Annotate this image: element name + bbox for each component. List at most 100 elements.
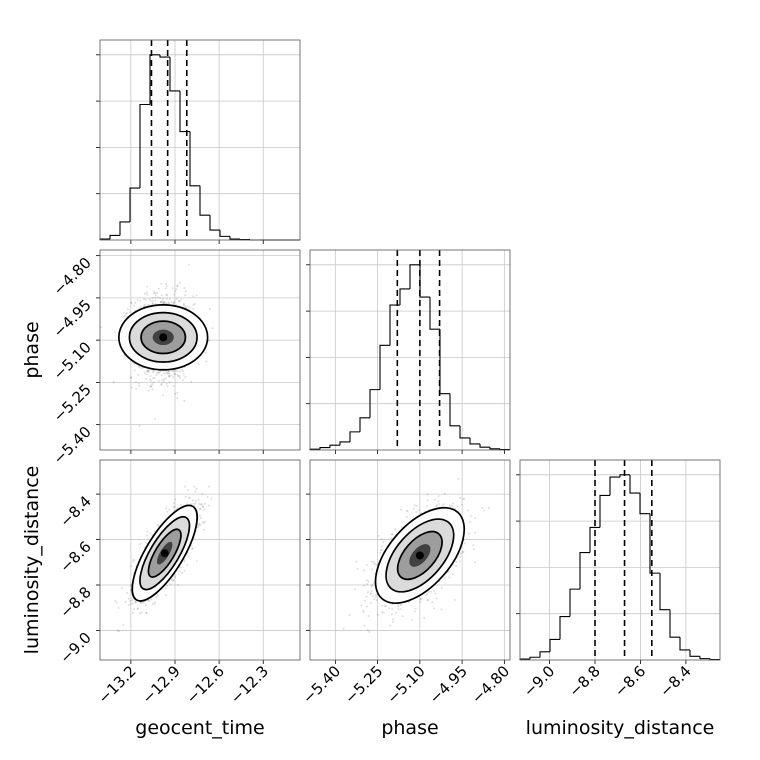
hist-frame (309, 249, 511, 451)
scatter-point (168, 372, 171, 375)
scatter-point (205, 351, 208, 354)
scatter-point (198, 522, 201, 525)
scatter-point (201, 505, 204, 508)
hist-bar (529, 656, 540, 660)
scatter-point (431, 601, 434, 604)
scatter-point (163, 302, 166, 305)
tick-label-x: −9.0 (520, 662, 558, 700)
scatter-point (122, 312, 125, 315)
scatter-point (124, 601, 127, 604)
scatter-point (166, 510, 169, 513)
scatter-point (150, 598, 153, 601)
scatter-point (203, 508, 206, 511)
scatter-point (390, 533, 393, 536)
hist-bar (399, 288, 410, 306)
scatter-point (153, 603, 156, 606)
hist-bar (319, 447, 330, 450)
scatter-point (152, 377, 155, 380)
hist-bar (499, 448, 510, 451)
scatter-point (419, 598, 422, 600)
scatter-point (178, 375, 181, 377)
scatter-point (413, 504, 416, 507)
scatter-point (151, 303, 154, 305)
scatter-point (200, 503, 203, 506)
scatter-point (208, 339, 211, 342)
scatter-point (150, 385, 153, 388)
density-peak (415, 551, 424, 560)
scatter-point (457, 477, 460, 480)
axis-label-x: phase (381, 717, 438, 739)
hist-bar (359, 417, 370, 432)
scatter-point (148, 600, 150, 603)
scatter-point (198, 507, 201, 510)
scatter-point (192, 502, 195, 505)
scatter-point (461, 503, 464, 506)
scatter-point (167, 370, 170, 373)
scatter-point (342, 627, 345, 630)
scatter-point (437, 500, 440, 503)
hist-panel-phase (306, 250, 510, 454)
scatter-point (370, 585, 373, 588)
scatter-point (133, 369, 136, 372)
scatter-point (487, 507, 490, 509)
scatter-point (173, 373, 176, 376)
scatter-point (459, 496, 462, 499)
scatter-point (145, 611, 148, 614)
scatter-point (377, 534, 380, 537)
scatter-point (164, 287, 167, 290)
scatter-point (128, 311, 131, 314)
scatter-point (149, 300, 152, 302)
scatter-point (463, 542, 466, 545)
hist-bar (379, 344, 390, 390)
scatter-point (188, 306, 190, 309)
scatter-point (162, 302, 165, 305)
scatter-point (177, 375, 180, 378)
scatter-point (176, 374, 179, 377)
tick-label-x: −12.3 (227, 662, 272, 707)
scatter-point (164, 372, 167, 375)
scatter-point (165, 297, 168, 300)
scatter-point (197, 498, 200, 501)
scatter-point (173, 502, 175, 505)
scatter-point (164, 377, 167, 380)
scatter-point (362, 569, 365, 572)
scatter-point (168, 381, 171, 384)
hist-panel-luminosity_distance (516, 460, 720, 664)
scatter-point (151, 388, 154, 391)
scatter-point (187, 555, 190, 558)
scatter-point (400, 525, 403, 528)
scatter-point (469, 515, 472, 517)
scatter-point (433, 589, 436, 592)
scatter-point (473, 561, 476, 564)
scatter-point (179, 370, 182, 373)
scatter-point (184, 294, 187, 297)
scatter-point (177, 583, 180, 586)
scatter-point (170, 578, 173, 581)
scatter-point (451, 573, 454, 576)
scatter-point (179, 376, 181, 379)
scatter-point (152, 371, 154, 374)
scatter-point (162, 378, 165, 380)
scatter-point (149, 378, 152, 381)
scatter-point (134, 309, 136, 312)
axis-label-x: geocent_time (135, 717, 264, 739)
scatter-point (147, 389, 150, 392)
scatter-point (194, 490, 197, 493)
scatter-point (172, 370, 175, 373)
scatter-point (389, 624, 391, 627)
scatter-point (442, 503, 445, 506)
scatter-point (173, 293, 176, 296)
scatter-point (168, 375, 170, 377)
scatter-point (194, 499, 197, 502)
scatter-point (136, 298, 139, 301)
scatter-point (163, 301, 166, 304)
scatter-point (122, 624, 125, 626)
scatter-point (364, 599, 366, 602)
scatter-point (414, 607, 417, 610)
hist-bar (439, 329, 450, 395)
scatter-point (192, 303, 195, 306)
hist-bar (619, 474, 630, 478)
scatter-point (148, 298, 151, 301)
scatter-point (423, 617, 426, 619)
tick-label-x: −13.2 (94, 662, 139, 707)
